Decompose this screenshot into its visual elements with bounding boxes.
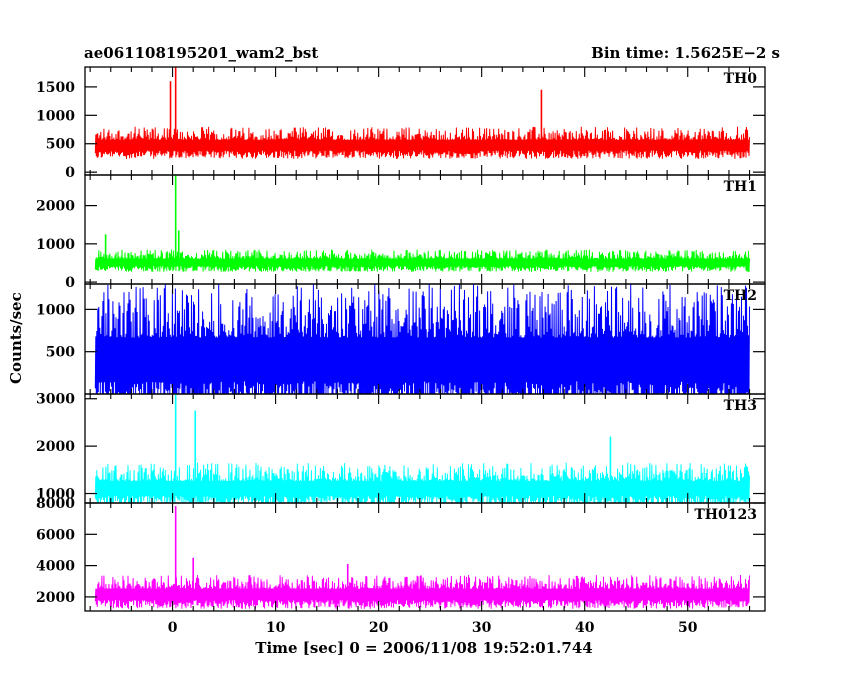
x-axis-label: Time [sec] 0 = 2006/11/08 19:52:01.744 — [255, 639, 593, 657]
panel-label-th1: TH1 — [724, 179, 757, 195]
series-line-th0123 — [94, 574, 750, 609]
x-tick-label: 20 — [369, 620, 389, 636]
y-tick-label-th0: 500 — [46, 137, 75, 153]
series-line-th3 — [94, 462, 750, 504]
y-tick-label-th0: 1500 — [36, 80, 75, 96]
x-tick-label: 0 — [168, 620, 178, 636]
panel-frame-th0123 — [84, 502, 766, 612]
x-tick-label: 40 — [575, 620, 595, 636]
panel-label-th3: TH3 — [724, 398, 757, 414]
x-tick-label: 10 — [266, 620, 286, 636]
bin-time-label: Bin time: 1.5625E−2 s — [591, 44, 780, 62]
y-tick-label-th3: 3000 — [36, 392, 75, 408]
panel-label-th2: TH2 — [724, 288, 757, 304]
chart-title-left: ae061108195201_wam2_bst — [84, 44, 319, 62]
panel-frame-th0 — [84, 66, 766, 176]
x-tick-label: 30 — [472, 620, 492, 636]
y-tick-label-th0123: 4000 — [36, 559, 75, 575]
y-tick-label-th3: 2000 — [36, 439, 75, 455]
y-tick-label-th1: 2000 — [36, 199, 75, 215]
y-tick-label-th2: 500 — [46, 345, 75, 361]
y-tick-label-th3: 1000 — [36, 487, 75, 503]
series-line-th0 — [94, 126, 750, 159]
panel-label-th0: TH0 — [724, 71, 758, 87]
y-tick-label-th1: 0 — [65, 275, 75, 291]
panel-label-th0123: TH0123 — [694, 507, 757, 523]
y-tick-label-th0: 1000 — [36, 108, 75, 124]
y-tick-label-th0: 0 — [65, 165, 75, 181]
series-line-th1 — [94, 249, 750, 272]
y-tick-label-th0123: 2000 — [36, 590, 75, 606]
y-tick-label-th2: 1000 — [36, 302, 75, 318]
x-tick-label: 50 — [678, 620, 698, 636]
y-tick-label-th0123: 8000 — [36, 496, 75, 512]
series-line-th2 — [94, 283, 750, 395]
y-tick-label-th0123: 6000 — [36, 527, 75, 543]
y-tick-label-th1: 1000 — [36, 237, 75, 253]
